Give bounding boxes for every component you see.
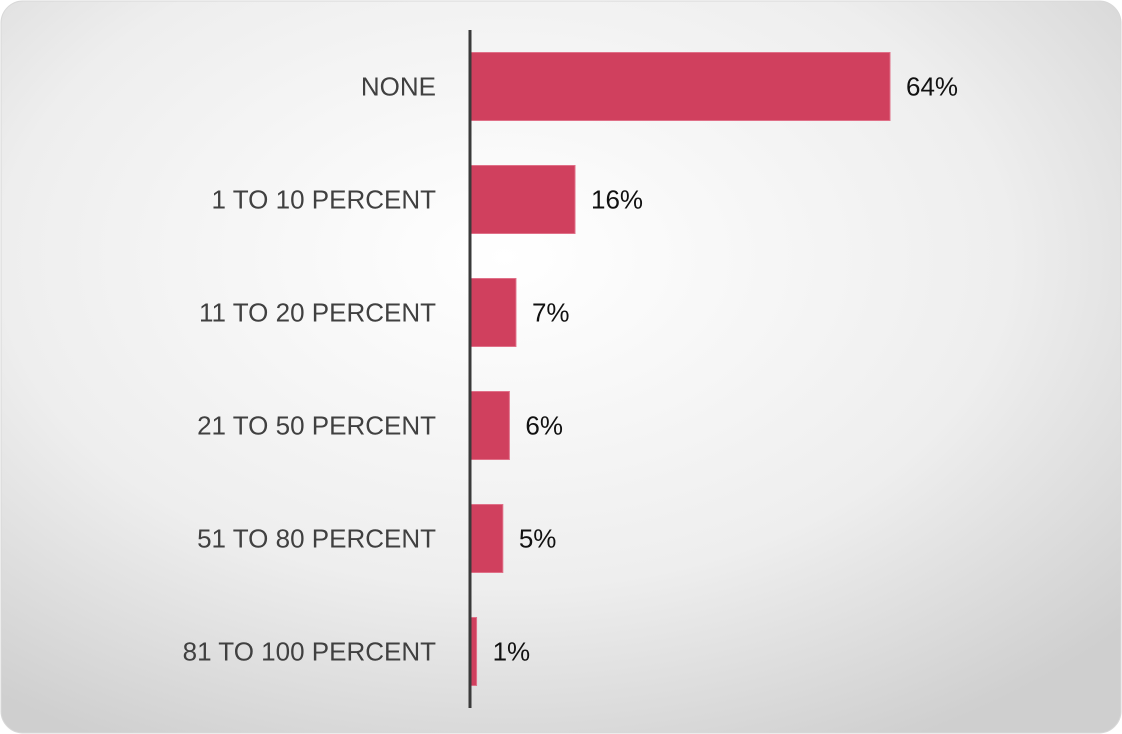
category-label: 21 TO 50 PERCENT xyxy=(197,410,436,440)
category-label: 11 TO 20 PERCENT xyxy=(199,297,436,327)
category-label: 81 TO 100 PERCENT xyxy=(183,636,436,666)
value-label: 6% xyxy=(525,410,563,440)
bars xyxy=(469,52,891,686)
bar xyxy=(469,52,891,121)
bar xyxy=(469,165,576,234)
bar xyxy=(469,278,517,347)
category-label: NONE xyxy=(361,71,436,101)
category-label: 1 TO 10 PERCENT xyxy=(212,184,437,214)
value-label: 5% xyxy=(519,523,557,553)
category-label: 51 TO 80 PERCENT xyxy=(197,523,436,553)
value-label: 7% xyxy=(532,297,570,327)
value-label: 16% xyxy=(591,184,643,214)
value-label: 64% xyxy=(906,71,958,101)
bar xyxy=(469,504,504,573)
value-label: 1% xyxy=(493,636,531,666)
bar xyxy=(469,391,510,460)
